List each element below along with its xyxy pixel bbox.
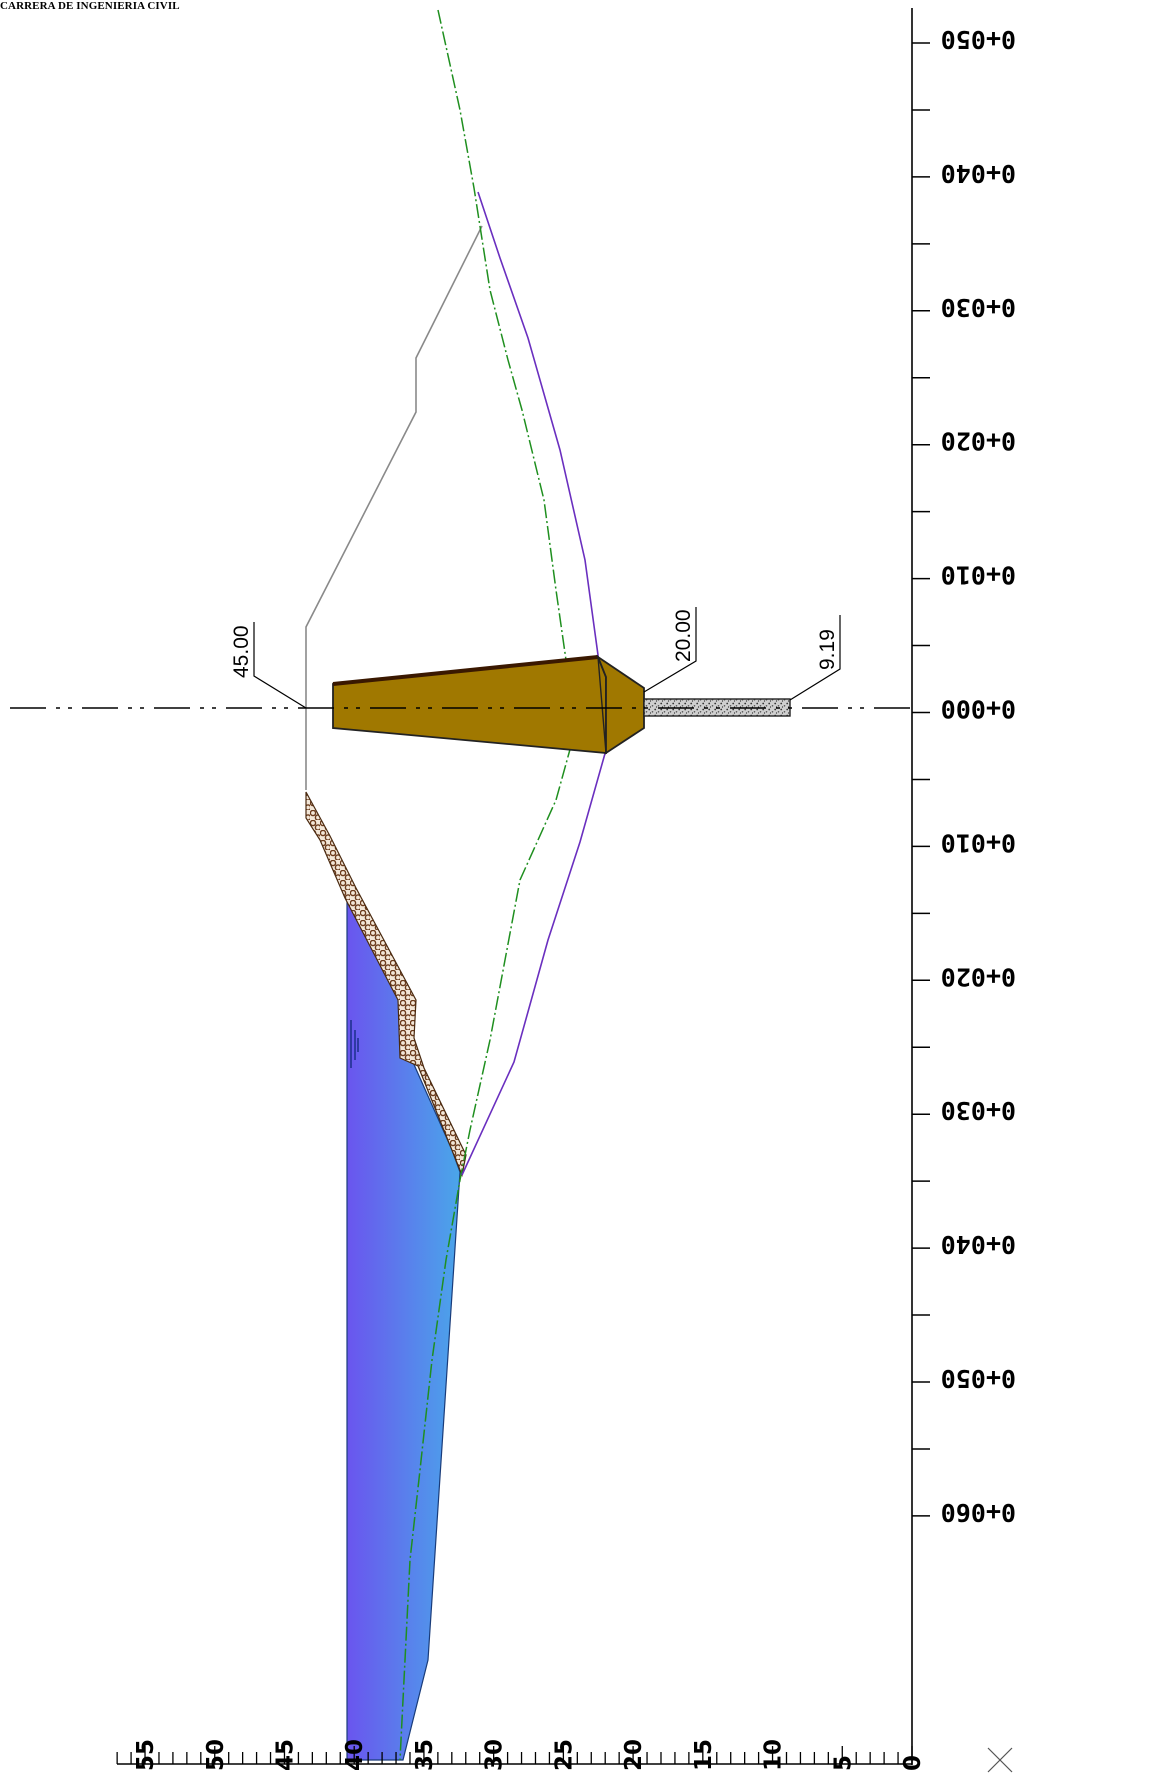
annotation-dam-crest: 45.00 (230, 622, 307, 709)
elevation-label: 5 (830, 1755, 856, 1771)
excavation-line (461, 191, 607, 1176)
cross-icon (987, 1747, 1013, 1773)
elevation-label: 35 (412, 1739, 438, 1771)
elevation-label: 40 (342, 1739, 368, 1771)
station-label: 0+030 (941, 293, 1016, 322)
elevation-label: 0 (900, 1755, 926, 1771)
annotation-apron-end: 9.19 (789, 615, 841, 701)
elevation-label: 20 (621, 1739, 647, 1771)
station-label: 0+040 (941, 1230, 1016, 1259)
elevation-axis: 55 50 45 40 35 30 25 20 15 10 5 0 (116, 1739, 926, 1771)
elevation-label: 10 (761, 1739, 787, 1771)
elevation-label: 45 (272, 1739, 298, 1771)
station-label: 0+030 (941, 1096, 1016, 1125)
station-ticks (912, 42, 930, 1517)
station-label: 0+050 (941, 25, 1016, 54)
station-label: 0+010 (941, 828, 1016, 857)
elevation-label: 15 (691, 1739, 717, 1771)
elevation-ticks (116, 1746, 913, 1764)
crest-outline (305, 225, 483, 790)
dam-toe-label: 20.00 (672, 609, 695, 662)
station-label: 0+040 (941, 159, 1016, 188)
station-label: 0+010 (941, 561, 1016, 590)
station-label: 0+000 (941, 695, 1016, 724)
station-label: 0+020 (941, 427, 1016, 456)
station-labels: 0+050 0+040 0+030 0+020 0+010 0+000 0+010 0+020… (941, 25, 1016, 1527)
station-label: 0+020 (941, 962, 1016, 991)
water-level-symbol (350, 1020, 359, 1068)
elevation-label: 50 (203, 1739, 229, 1771)
annotation-dam-toe: 20.00 (643, 607, 697, 693)
dam-body (332, 654, 645, 755)
elevation-label: 25 (551, 1739, 577, 1771)
station-label: 0+050 (941, 1364, 1016, 1393)
apron-end-label: 9.19 (816, 629, 839, 670)
header-title: CARRERA DE INGENIERIA CIVIL (0, 0, 180, 12)
elevation-labels: 55 50 45 40 35 30 25 20 15 10 5 0 (133, 1739, 926, 1771)
elevation-label: 55 (133, 1739, 159, 1771)
natural-ground-line (399, 9, 575, 1761)
elevation-label: 30 (482, 1739, 508, 1771)
station-axis: 0+050 0+040 0+030 0+020 0+010 0+000 0+010 0+020… (911, 8, 1016, 1765)
station-label: 0+060 (941, 1498, 1016, 1527)
dam-crest-label: 45.00 (230, 625, 253, 678)
